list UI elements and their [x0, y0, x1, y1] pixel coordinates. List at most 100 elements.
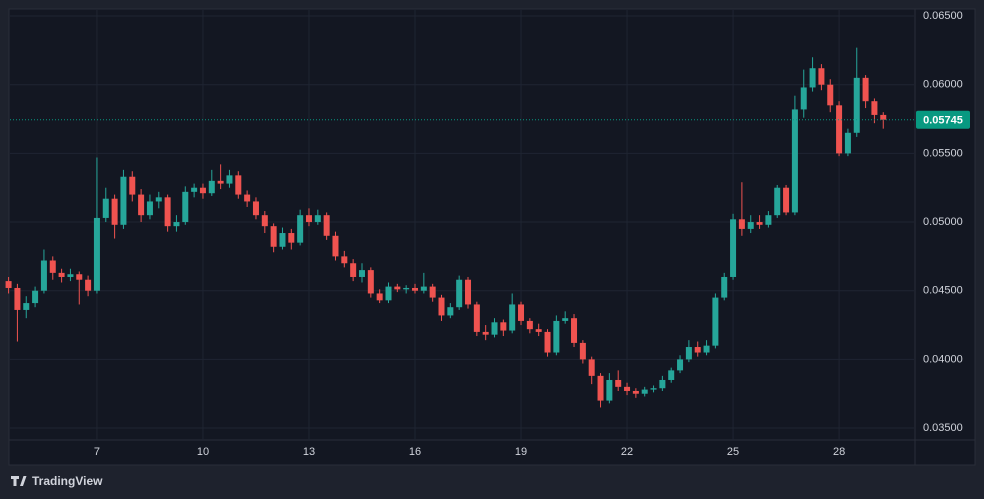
- candle: [685, 340, 692, 363]
- candle-body: [129, 176, 136, 195]
- candle-body: [23, 303, 30, 310]
- candle: [827, 79, 834, 113]
- candle: [146, 194, 153, 220]
- candle-body: [756, 222, 763, 225]
- candle: [509, 293, 516, 334]
- candle: [694, 341, 701, 357]
- candle-body: [367, 270, 374, 294]
- candle: [518, 301, 525, 326]
- candle: [288, 228, 295, 250]
- candle-body: [668, 370, 675, 380]
- candle: [155, 191, 162, 209]
- logo-icon: [11, 476, 27, 486]
- candle-body: [482, 331, 489, 335]
- candle-body: [588, 359, 595, 376]
- candle-body: [394, 286, 401, 290]
- candle: [279, 227, 286, 250]
- y-tick-label: 0.04000: [923, 353, 963, 365]
- candle: [880, 112, 887, 129]
- brand-logo[interactable]: TradingView: [11, 474, 103, 488]
- x-tick-label: 13: [303, 446, 315, 458]
- candle-body: [341, 256, 348, 264]
- candle: [456, 275, 463, 310]
- candle-body: [853, 77, 860, 133]
- candle-body: [465, 279, 472, 305]
- candle-body: [332, 235, 339, 257]
- candle: [482, 325, 489, 341]
- candle: [650, 385, 657, 393]
- candle-body: [597, 375, 604, 401]
- candle-body: [235, 175, 242, 195]
- candle: [191, 183, 198, 198]
- candle: [791, 95, 798, 216]
- candle: [226, 169, 233, 188]
- candle-body: [350, 263, 357, 277]
- candle: [809, 57, 816, 92]
- candle-body: [297, 215, 304, 243]
- candle-body: [738, 219, 745, 229]
- candle-body: [526, 320, 533, 330]
- candle: [138, 189, 145, 223]
- candle-body: [809, 68, 816, 88]
- candle: [632, 388, 639, 398]
- candle-body: [420, 286, 427, 291]
- candle-body: [40, 260, 47, 291]
- candle-body: [429, 286, 436, 298]
- candle-body: [694, 347, 701, 353]
- candle: [500, 319, 507, 337]
- candle: [305, 208, 312, 227]
- x-tick-label: 22: [621, 446, 633, 458]
- candle-body: [376, 293, 383, 301]
- y-tick-label: 0.05000: [923, 216, 963, 228]
- candle: [597, 373, 604, 408]
- candle-body: [411, 287, 419, 291]
- candle: [473, 301, 480, 337]
- candle-body: [456, 279, 463, 308]
- candle-body: [305, 215, 312, 223]
- candle-body: [93, 217, 100, 291]
- candle-body: [146, 201, 153, 216]
- candle: [411, 283, 419, 294]
- candle: [668, 367, 675, 383]
- candle-body: [509, 304, 516, 331]
- candle: [111, 194, 118, 239]
- x-tick-label: 7: [94, 446, 100, 458]
- candle: [747, 215, 754, 234]
- candle-body: [76, 274, 83, 280]
- candle: [491, 318, 498, 338]
- candle: [217, 164, 224, 190]
- candle-body: [191, 187, 198, 192]
- candle: [526, 318, 533, 334]
- candle: [615, 370, 622, 391]
- y-tick-label: 0.04500: [923, 285, 963, 297]
- y-tick-label: 0.03500: [923, 422, 963, 434]
- candle: [5, 276, 12, 294]
- candle: [730, 213, 737, 280]
- candle-body: [208, 180, 215, 194]
- candle-body: [632, 390, 639, 394]
- candle-body: [5, 281, 12, 288]
- candle-body: [703, 345, 710, 353]
- candle-body: [438, 297, 445, 316]
- candle: [677, 355, 684, 374]
- candle-body: [358, 270, 365, 277]
- candle-body: [138, 194, 145, 216]
- candle-body: [279, 233, 286, 247]
- candle: [624, 382, 631, 396]
- brand-name: TradingView: [32, 474, 103, 488]
- candle: [438, 294, 445, 321]
- candle: [67, 268, 74, 282]
- candle: [544, 329, 551, 357]
- candle-body: [650, 388, 657, 390]
- candle: [385, 282, 392, 304]
- chart-panel: [8, 8, 976, 466]
- candle: [871, 98, 878, 124]
- candle-body: [615, 379, 622, 387]
- candle: [323, 212, 330, 240]
- candle: [270, 223, 277, 253]
- candle-body: [217, 180, 224, 184]
- candle: [120, 169, 127, 229]
- candle-body: [791, 109, 798, 213]
- candle-body: [261, 215, 268, 227]
